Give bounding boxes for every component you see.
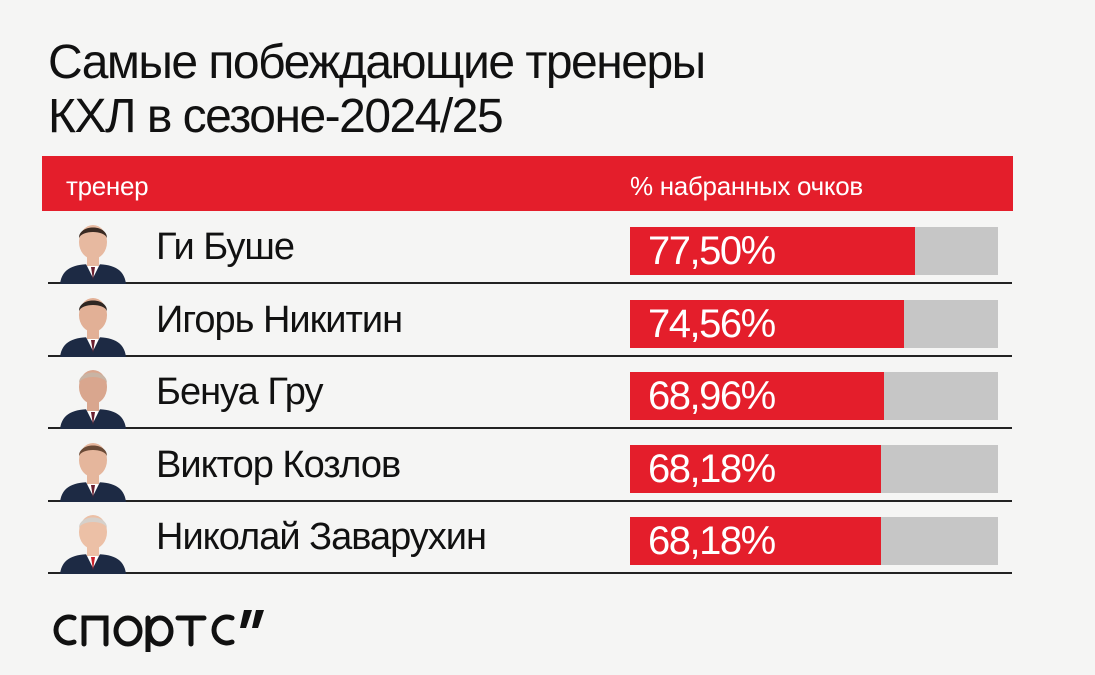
coach-name: Бенуа Гру xyxy=(156,371,323,413)
coach-photo xyxy=(54,287,132,357)
chart-title-line-1: Самые побеждающие тренеры xyxy=(48,36,706,89)
coach-photo xyxy=(54,214,132,284)
bar-fill xyxy=(630,372,884,420)
bar-track: 68,96% xyxy=(630,372,998,420)
coach-name: Игорь Никитин xyxy=(156,298,403,341)
sports-logo xyxy=(48,604,288,655)
header-coach-label: тренер xyxy=(66,171,149,201)
coach-row: Николай Заварухин 68,18% xyxy=(48,502,1012,574)
coach-name: Ги Буше xyxy=(156,226,295,268)
bar-track: 77,50% xyxy=(630,227,998,275)
table-header: тренер % набранных очков xyxy=(42,156,1013,211)
coach-name: Виктор Козлов xyxy=(156,443,401,486)
chart-title-line-2: КХЛ в сезоне-2024/25 xyxy=(48,90,504,143)
coach-row: Виктор Козлов 68,18% xyxy=(48,430,1012,502)
bar-value-label: 68,96% xyxy=(648,374,776,418)
coach-name: Николай Заварухин xyxy=(156,516,487,558)
bar-fill xyxy=(630,227,916,275)
bar-fill xyxy=(630,444,881,493)
bar-track: 68,18% xyxy=(630,444,998,493)
bar-track: 74,56% xyxy=(630,299,998,348)
bar-track: 68,18% xyxy=(630,517,998,565)
bar-value-label: 68,18% xyxy=(648,446,776,491)
bar-value-label: 77,50% xyxy=(648,229,776,273)
header-value-label: % набранных очков xyxy=(630,171,863,201)
bar-fill xyxy=(630,299,905,348)
coach-photo xyxy=(54,432,132,502)
coach-photo xyxy=(54,504,132,574)
coach-row: Ги Буше 77,50% xyxy=(48,212,1012,284)
coach-row: Бенуа Гру 68,96% xyxy=(48,357,1012,429)
chart-title: Самые побеждающие тренеры КХЛ в сезоне-2… xyxy=(48,36,1008,144)
coach-photo xyxy=(54,359,132,429)
coach-row: Игорь Никитин 74,56% xyxy=(48,285,1012,357)
sports-logo-mark xyxy=(53,610,264,655)
bar-value-label: 68,18% xyxy=(648,519,776,563)
bar-value-label: 74,56% xyxy=(648,301,776,346)
bar-fill xyxy=(630,517,881,565)
